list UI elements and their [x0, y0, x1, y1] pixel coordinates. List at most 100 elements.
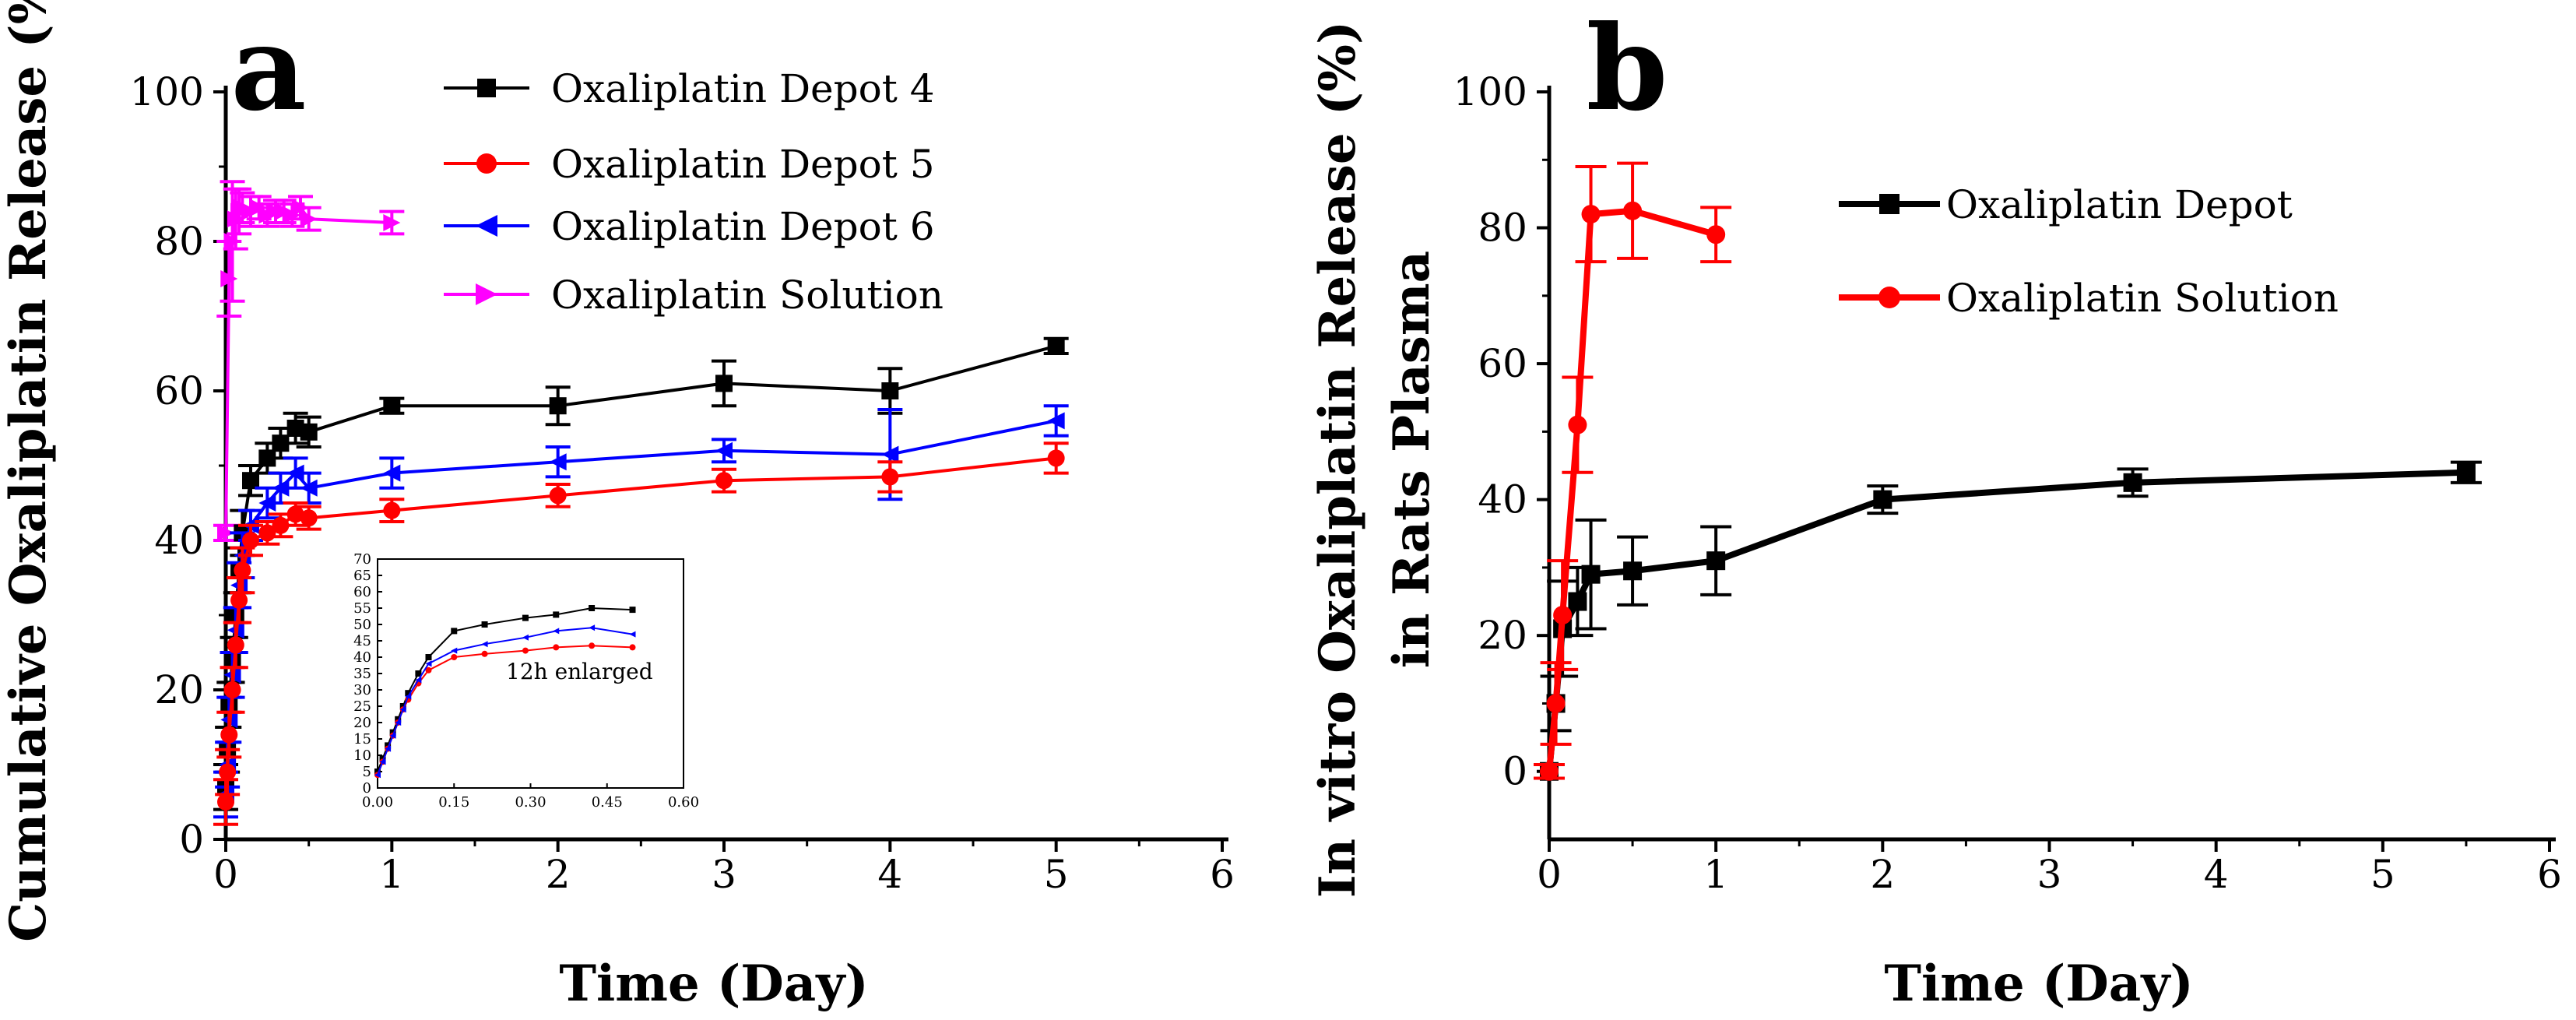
inset-series-depot4-point [379, 755, 386, 762]
panel-b-y-axis-title-line2: in Rats Plasma [1383, 251, 1441, 668]
panel-b-x-tick-label: 1 [1703, 852, 1728, 897]
panel-a-x-tick-label: 5 [1044, 852, 1069, 897]
panel-b-x-tick-label: 4 [2204, 852, 2229, 897]
inset-series-depot6-point [425, 660, 432, 667]
inset-y-tick-label: 65 [353, 568, 371, 584]
series-depot4-point [258, 449, 276, 467]
inset-series-depot5-point [589, 642, 596, 649]
series-depot4-point [383, 397, 401, 415]
panel-letter-b: b [1587, 0, 1668, 137]
legend-marker-depot5 [476, 153, 497, 174]
panel-b-y-tick-label: 40 [1478, 477, 1527, 522]
inset-series-depot4-point [451, 628, 458, 635]
series-depot5-point [217, 793, 234, 811]
inset-series-depot4-point [629, 607, 636, 614]
panel-b-x-axis-title: Time (Day) [1884, 955, 2193, 1013]
legend-marker-depot4 [477, 79, 496, 97]
panel-b-series-solution-point [1623, 201, 1643, 220]
panel-a-y-tick-label: 100 [130, 69, 204, 114]
legend-marker-depot6 [476, 215, 497, 237]
inset-series-depot6-point [395, 719, 402, 726]
inset-series-depot4-point [589, 605, 596, 611]
inset-y-tick-label: 40 [353, 649, 371, 666]
series-depot5-point [300, 509, 318, 527]
inset-y-tick-label: 50 [353, 617, 371, 633]
panel-a-inset-note: 12h enlarged [506, 659, 653, 684]
inset-series-depot4-point [399, 703, 406, 709]
series-depot4-point [242, 472, 259, 490]
series-depot5-point [230, 591, 248, 609]
panel-b-series-solution-point [1553, 606, 1573, 624]
panel-a-x-tick-label: 6 [1210, 852, 1235, 897]
inset-series-depot4-point [553, 611, 560, 618]
series-depot5-point [242, 532, 259, 549]
legend-marker-depot-b [1879, 194, 1899, 214]
panel-a-inset: 12h enlarged 0.00 0.15 0.30 0.45 0.600510152… [353, 551, 699, 811]
panel-b-series-depot-point [1706, 551, 1726, 571]
panel-b-series-solution-point [1546, 694, 1566, 713]
series-depot4-point [715, 375, 733, 392]
legend-label-depot-b: Oxaliplatin Depot [1946, 182, 2293, 227]
legend-label-depot5: Oxaliplatin Depot 5 [551, 142, 935, 187]
panel-b-series-solution-line [1546, 207, 1717, 772]
inset-series-depot4-point [405, 690, 412, 697]
series-depot4-point [881, 382, 899, 399]
inset-series-depot4-point [389, 729, 396, 736]
series-depot5-line [224, 456, 1056, 803]
panel-b-y-tick-label: 60 [1478, 341, 1527, 386]
inset-y-tick-label: 0 [363, 780, 371, 797]
series-depot5-point [272, 516, 290, 534]
panel-a-y-tick-label: 20 [154, 667, 204, 712]
panel-b-y-tick-label: 80 [1478, 206, 1527, 251]
panel-a-x-tick-label: 3 [712, 852, 736, 897]
panel-b-x-tick-label: 2 [1870, 852, 1895, 897]
inset-series-depot6-point [451, 647, 458, 654]
series-depot6-point [383, 464, 401, 482]
inset-x-tick-label: 0.45 [592, 794, 623, 811]
panel-b-y-axis-title-line1: In vitro Oxaliplatin Release (%) [1309, 21, 1367, 899]
panel-b: b In vitro Oxaliplatin Release (%) in Ra… [1309, 0, 2562, 1013]
inset-y-tick-label: 70 [353, 551, 371, 568]
series-solution-point [300, 210, 318, 228]
panel-b-series-depot-point [2456, 463, 2476, 482]
series-depot5-point [227, 636, 244, 654]
inset-series-depot4-point [374, 769, 381, 775]
series-solution-point [217, 524, 234, 542]
inset-series-depot5-point [629, 644, 636, 651]
inset-x-tick-label: 0.00 [362, 794, 393, 811]
inset-series-depot6-point [629, 631, 636, 638]
inset-series-depot6-point [589, 624, 596, 631]
legend-label-depot4: Oxaliplatin Depot 4 [551, 66, 935, 111]
series-depot5-point [220, 726, 238, 744]
panel-a-x-tick-label: 1 [379, 852, 404, 897]
series-depot6-point [1047, 412, 1065, 430]
panel-b-y-tick-label: 20 [1478, 613, 1527, 658]
inset-series-depot4-line [377, 607, 633, 772]
series-depot5-point [881, 468, 899, 486]
series-depot6-point [881, 445, 899, 463]
inset-series-depot4-point [415, 670, 422, 677]
inset-series-depot6-point [379, 758, 386, 765]
series-depot6-point [300, 479, 318, 497]
legend-marker-solution-b [1878, 287, 1900, 308]
panel-b-legend: Oxaliplatin Depot Oxaliplatin Solution [1839, 182, 2339, 321]
panel-b-series-depot-point [1873, 490, 1892, 509]
inset-y-tick-label: 60 [353, 584, 371, 600]
series-depot6-point [715, 441, 733, 459]
panel-a-y-tick-label: 80 [154, 219, 204, 264]
inset-series-depot6-point [405, 693, 412, 700]
inset-y-tick-label: 35 [353, 666, 371, 682]
panel-b-x-tick-label: 3 [2037, 852, 2062, 897]
panel-b-series-depot-line [1546, 469, 2467, 772]
inset-y-tick-label: 25 [353, 698, 371, 715]
series-depot6-point [286, 464, 304, 482]
series-depot5-point [286, 505, 304, 523]
inset-series-depot5-point [425, 667, 432, 674]
inset-y-tick-label: 45 [353, 633, 371, 649]
panel-b-series-depot-point [1568, 592, 1587, 611]
inset-y-tick-label: 30 [353, 682, 371, 698]
inset-series-depot5-point [451, 654, 458, 660]
panel-b-x-tick-label: 5 [2370, 852, 2395, 897]
inset-series-depot5-point [481, 650, 488, 657]
